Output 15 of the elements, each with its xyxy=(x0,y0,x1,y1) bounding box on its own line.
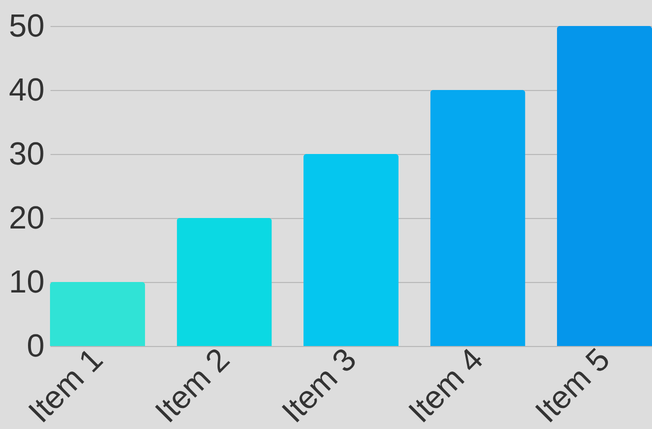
bar xyxy=(556,26,652,346)
x-tick-label: Item 2 xyxy=(148,341,236,429)
y-tick-label: 10 xyxy=(8,264,44,300)
x-tick-label: Item 4 xyxy=(401,341,490,429)
y-tick-label: 30 xyxy=(8,136,44,172)
bar xyxy=(430,90,526,346)
x-tick-label: Item 3 xyxy=(274,341,364,429)
x-tick-label: Item 5 xyxy=(528,341,616,429)
y-tick-label: 50 xyxy=(8,8,44,44)
y-tick-label: 0 xyxy=(26,328,44,364)
y-tick-label: 20 xyxy=(8,200,44,236)
bar xyxy=(50,282,146,346)
y-tick-label: 40 xyxy=(8,72,44,108)
bar xyxy=(176,218,272,346)
bar xyxy=(303,154,399,346)
